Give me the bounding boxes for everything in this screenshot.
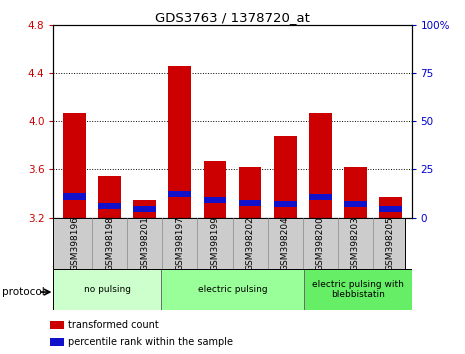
Text: GSM398205: GSM398205 bbox=[386, 216, 395, 271]
Text: GSM398200: GSM398200 bbox=[316, 216, 325, 271]
Text: transformed count: transformed count bbox=[68, 320, 159, 330]
Bar bbox=[309, 113, 332, 218]
Bar bbox=[133, 206, 156, 212]
Bar bbox=[239, 200, 261, 206]
Bar bbox=[379, 197, 402, 218]
Text: no pulsing: no pulsing bbox=[84, 285, 131, 294]
Text: GSM398202: GSM398202 bbox=[246, 216, 254, 271]
Text: GSM398203: GSM398203 bbox=[351, 216, 360, 271]
Text: electric pulsing: electric pulsing bbox=[198, 285, 267, 294]
Bar bbox=[168, 190, 191, 197]
Bar bbox=[304, 269, 412, 310]
Text: electric pulsing with
blebbistatin: electric pulsing with blebbistatin bbox=[312, 280, 404, 299]
Bar bbox=[50, 338, 64, 346]
Bar bbox=[204, 161, 226, 218]
Text: GSM398204: GSM398204 bbox=[281, 216, 290, 271]
Bar bbox=[344, 167, 367, 218]
Bar bbox=[63, 113, 86, 218]
Text: GSM398198: GSM398198 bbox=[105, 216, 114, 271]
Title: GDS3763 / 1378720_at: GDS3763 / 1378720_at bbox=[155, 11, 310, 24]
Bar bbox=[344, 201, 367, 207]
Bar bbox=[204, 197, 226, 203]
Bar bbox=[98, 176, 121, 218]
Bar bbox=[53, 269, 161, 310]
Bar bbox=[161, 269, 304, 310]
Text: percentile rank within the sample: percentile rank within the sample bbox=[68, 337, 233, 347]
Bar bbox=[98, 203, 121, 209]
Text: GSM398201: GSM398201 bbox=[140, 216, 149, 271]
Bar bbox=[63, 193, 86, 200]
Bar bbox=[309, 194, 332, 200]
Text: protocol: protocol bbox=[2, 287, 45, 297]
Text: GSM398199: GSM398199 bbox=[211, 216, 219, 271]
Bar bbox=[239, 167, 261, 218]
Text: GSM398197: GSM398197 bbox=[175, 216, 184, 271]
Bar bbox=[274, 201, 297, 207]
Bar bbox=[50, 321, 64, 329]
Text: GSM398196: GSM398196 bbox=[70, 216, 79, 271]
Bar bbox=[379, 206, 402, 212]
Bar bbox=[274, 136, 297, 218]
Bar bbox=[168, 66, 191, 218]
Bar bbox=[133, 200, 156, 218]
